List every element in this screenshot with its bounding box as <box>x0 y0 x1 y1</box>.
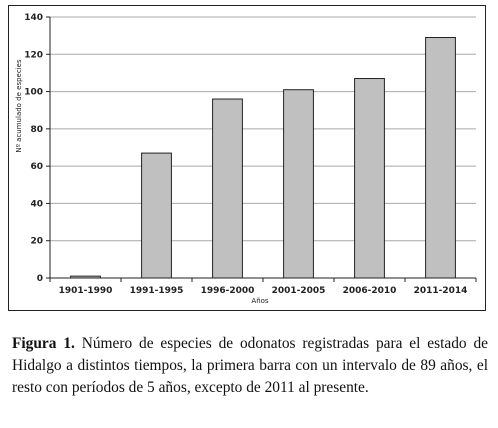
y-tick-label: 40 <box>30 199 43 209</box>
bar-chart: 0 20 40 60 80 100 120 140 1901-1990 1991-1995 1996… <box>15 13 477 305</box>
bars <box>70 37 456 279</box>
y-tick-label: 80 <box>30 125 43 135</box>
tick-labels: 0 20 40 60 80 100 120 140 1901-1990 1991-1995 1996… <box>24 13 467 296</box>
bar <box>212 98 243 279</box>
y-axis-title: Nº acumulado de especies <box>15 59 23 153</box>
caption-text: Número de especies de odonatos registrad… <box>12 335 488 396</box>
x-tick-label: 1991-1995 <box>130 286 184 296</box>
x-tick-label: 2006-2010 <box>343 286 397 296</box>
x-tick-label: 2001-2005 <box>272 286 326 296</box>
y-tick-label: 20 <box>30 237 43 247</box>
y-tick-label: 0 <box>37 274 43 284</box>
figure-caption: Figura 1. Número de especies de odonatos… <box>12 333 488 399</box>
bar <box>141 152 172 279</box>
x-tick-label: 2011-2014 <box>414 286 468 296</box>
bar <box>425 37 456 279</box>
bar <box>283 89 314 279</box>
x-tick-label: 1901-1990 <box>59 286 113 296</box>
grid-lines <box>50 16 476 242</box>
chart-frame: 0 20 40 60 80 100 120 140 1901-1990 1991-1995 1996… <box>8 5 486 311</box>
y-tick-label: 120 <box>24 50 43 60</box>
caption-label: Figura 1. <box>12 335 75 352</box>
y-tick-label: 100 <box>24 88 43 98</box>
bar <box>354 78 385 279</box>
axes <box>46 16 477 282</box>
x-axis-title: Años <box>251 297 269 305</box>
y-tick-label: 140 <box>24 13 43 23</box>
x-tick-label: 1996-2000 <box>201 286 255 296</box>
y-tick-label: 60 <box>30 162 43 172</box>
